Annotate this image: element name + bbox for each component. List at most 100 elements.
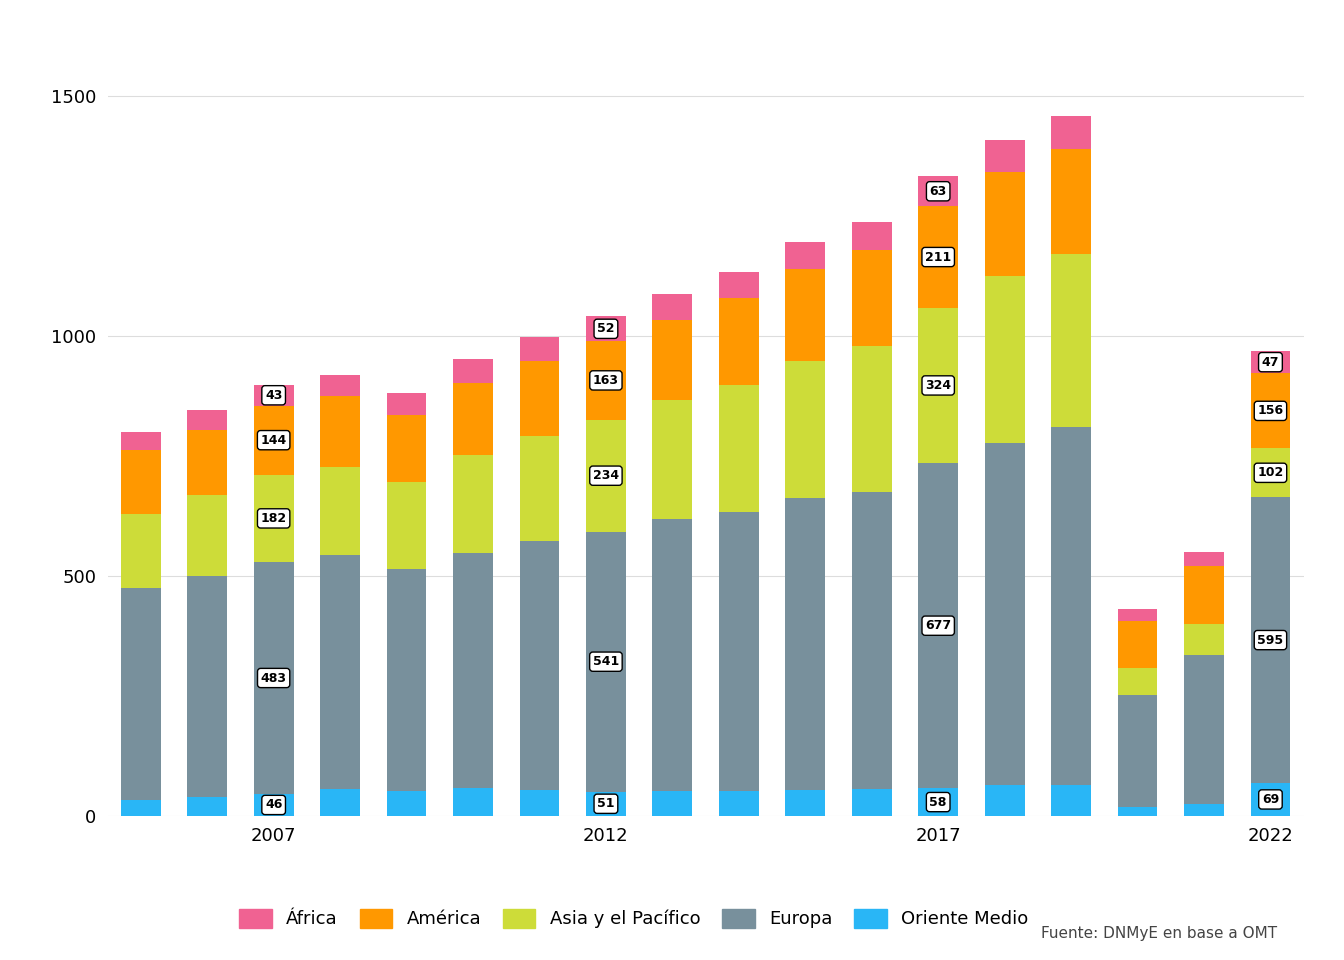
Text: 63: 63 xyxy=(930,184,946,198)
Bar xyxy=(652,400,692,519)
Bar xyxy=(719,512,759,791)
Bar xyxy=(187,411,227,430)
Bar xyxy=(320,468,360,555)
Text: 52: 52 xyxy=(597,323,614,335)
Bar xyxy=(254,474,293,562)
Bar xyxy=(121,432,161,450)
Bar xyxy=(1250,373,1290,448)
Bar xyxy=(520,789,559,816)
Bar xyxy=(387,569,426,791)
Bar xyxy=(785,243,825,269)
Bar xyxy=(387,393,426,415)
Bar xyxy=(785,269,825,361)
Bar xyxy=(918,307,958,463)
Text: 163: 163 xyxy=(593,373,620,387)
Bar xyxy=(453,455,493,553)
Bar xyxy=(586,420,626,532)
Bar xyxy=(254,794,293,816)
Text: 102: 102 xyxy=(1258,467,1284,479)
Bar xyxy=(985,276,1024,444)
Bar xyxy=(719,385,759,512)
Bar xyxy=(719,272,759,298)
Text: 541: 541 xyxy=(593,655,620,668)
Bar xyxy=(1184,552,1224,566)
Bar xyxy=(453,383,493,455)
Bar xyxy=(387,415,426,482)
Bar xyxy=(187,797,227,816)
Bar xyxy=(1051,115,1091,149)
Bar xyxy=(187,575,227,797)
Legend: África, América, Asia y el Pacífico, Europa, Oriente Medio: África, América, Asia y el Pacífico, Eur… xyxy=(233,901,1035,936)
Bar xyxy=(652,791,692,816)
Text: 182: 182 xyxy=(261,512,286,525)
Bar xyxy=(254,385,293,405)
Bar xyxy=(453,553,493,788)
Bar xyxy=(586,532,626,791)
Bar xyxy=(320,375,360,396)
Text: 211: 211 xyxy=(925,251,952,264)
Text: Fuente: DNMyE en base a OMT: Fuente: DNMyE en base a OMT xyxy=(1040,925,1277,941)
Bar xyxy=(520,361,559,436)
Bar xyxy=(652,294,692,320)
Bar xyxy=(453,359,493,383)
Bar xyxy=(1051,427,1091,785)
Bar xyxy=(520,337,559,361)
Bar xyxy=(1051,149,1091,254)
Bar xyxy=(320,555,360,789)
Text: 144: 144 xyxy=(261,434,286,446)
Bar xyxy=(121,588,161,800)
Text: 47: 47 xyxy=(1262,355,1279,369)
Text: 483: 483 xyxy=(261,671,286,684)
Bar xyxy=(187,430,227,495)
Bar xyxy=(387,482,426,569)
Bar xyxy=(918,788,958,816)
Bar xyxy=(1184,566,1224,624)
Bar xyxy=(254,405,293,475)
Bar xyxy=(254,562,293,794)
Bar xyxy=(121,800,161,816)
Bar xyxy=(1250,351,1290,373)
Bar xyxy=(320,789,360,816)
Bar xyxy=(852,789,891,816)
Bar xyxy=(985,173,1024,276)
Bar xyxy=(121,515,161,588)
Bar xyxy=(785,497,825,789)
Bar xyxy=(1118,668,1157,694)
Bar xyxy=(1118,694,1157,807)
Bar xyxy=(785,362,825,497)
Bar xyxy=(719,298,759,385)
Bar xyxy=(852,492,891,789)
Bar xyxy=(785,789,825,816)
Text: 58: 58 xyxy=(930,796,948,808)
Bar xyxy=(852,222,891,250)
Bar xyxy=(1051,254,1091,427)
Bar xyxy=(586,341,626,420)
Bar xyxy=(453,788,493,816)
Text: 234: 234 xyxy=(593,469,620,482)
Text: 69: 69 xyxy=(1262,793,1279,806)
Bar xyxy=(1184,624,1224,655)
Bar xyxy=(1250,448,1290,497)
Text: 43: 43 xyxy=(265,389,282,402)
Bar xyxy=(985,140,1024,173)
Bar xyxy=(719,791,759,816)
Bar xyxy=(1051,785,1091,816)
Bar xyxy=(586,316,626,341)
Bar xyxy=(852,250,891,347)
Bar xyxy=(652,519,692,791)
Bar xyxy=(1118,621,1157,668)
Bar xyxy=(320,396,360,467)
Bar xyxy=(918,464,958,788)
Bar xyxy=(586,791,626,816)
Bar xyxy=(1250,497,1290,783)
Bar xyxy=(121,450,161,514)
Text: 51: 51 xyxy=(597,797,614,810)
Bar xyxy=(1184,804,1224,816)
Bar xyxy=(985,785,1024,816)
Bar xyxy=(1118,807,1157,816)
Bar xyxy=(1250,783,1290,816)
Bar xyxy=(1184,655,1224,804)
Bar xyxy=(852,346,891,492)
Bar xyxy=(520,436,559,541)
Bar xyxy=(652,320,692,400)
